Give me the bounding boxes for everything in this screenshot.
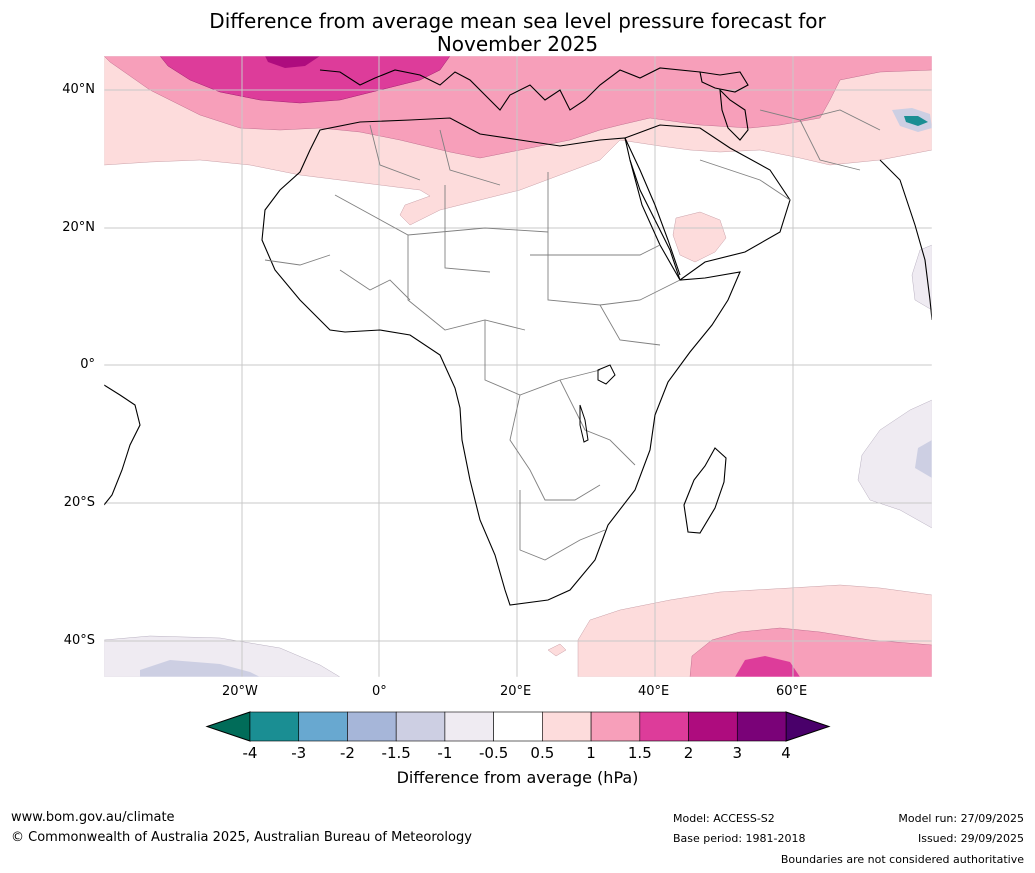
madagascar-coastline [683, 447, 727, 534]
colorbar-tick-label: -3 [291, 744, 307, 762]
anomaly-band-south-1.5-2 [735, 656, 800, 677]
colorbar-segment [590, 711, 641, 742]
map-frame [103, 55, 933, 678]
colorbar-tick-label: -0.5 [478, 744, 509, 762]
arabia-coastline [624, 124, 791, 281]
anomaly-band-north-1.5-2 [159, 56, 451, 104]
colorbar-label: Difference from average (hPa) [396, 768, 639, 787]
lat-label-0: 0° [80, 357, 95, 372]
anomaly-patch-south-atlantic-core [140, 660, 260, 677]
footer-model-run: Model run: 27/09/2025 [898, 812, 1024, 825]
lon-label-20E: 20°E [500, 684, 532, 699]
anomaly-patch-bay-of-bengal [911, 244, 932, 311]
colorbar-under-arrow [205, 711, 251, 742]
footer-copyright: © Commonwealth of Australia 2025, Austra… [11, 830, 472, 845]
europe-coastline [319, 67, 701, 111]
lake-tanganyika [579, 404, 589, 443]
lat-label-40S: 40°S [63, 633, 95, 648]
colorbar-segment [493, 711, 543, 742]
lat-label-20N: 20°N [62, 220, 95, 235]
india-coastline [879, 159, 932, 321]
colorbar-segment [639, 711, 689, 742]
country-borders [264, 109, 881, 561]
lon-label-20W: 20°W [222, 684, 258, 699]
colorbar-segment [542, 711, 592, 742]
title-line-2: November 2025 [436, 32, 599, 56]
colorbar-tick-label: 4 [781, 744, 791, 762]
footer-disclaimer: Boundaries are not considered authoritat… [780, 853, 1024, 866]
black-sea-coastline [699, 71, 749, 93]
colorbar-segment [298, 711, 348, 742]
anomaly-patch-indian-ocean-core [915, 440, 932, 478]
lon-label-60E: 60°E [776, 684, 808, 699]
footer-model: Model: ACCESS-S2 [673, 812, 775, 825]
colorbar-segment [736, 711, 787, 742]
colorbar-segment [347, 711, 397, 742]
colorbar-segment [395, 711, 446, 742]
gridlines [104, 56, 932, 677]
footer-base-period: Base period: 1981-2018 [673, 832, 806, 845]
footer-website: www.bom.gov.au/climate [11, 810, 175, 825]
colorbar-tick-label: 1 [586, 744, 596, 762]
south-america-coastline [104, 384, 141, 506]
anomaly-patch-pakistan-core [904, 116, 928, 126]
colorbar-tick-label: 3 [732, 744, 743, 762]
colorbar-segment [444, 711, 494, 742]
title-line-1: Difference from average mean sea level p… [209, 9, 826, 33]
colorbar-tick-label: -4 [242, 744, 258, 762]
map-title: Difference from average mean sea level p… [0, 10, 1035, 56]
anomaly-patch-arabia [672, 211, 727, 263]
anomaly-band-north-2-3 [265, 56, 320, 68]
anomaly-patch-south-west-small [547, 643, 567, 657]
lat-label-40N: 40°N [62, 82, 95, 97]
colorbar-tick-label: 0.5 [530, 744, 555, 762]
colorbar-tick-label: -1 [437, 744, 453, 762]
lake-victoria [597, 364, 616, 385]
caspian-sea-coastline [719, 88, 749, 141]
lat-label-20S: 20°S [63, 495, 95, 510]
colorbar-tick-label: -1.5 [381, 744, 411, 762]
lon-label-40E: 40°E [638, 684, 670, 699]
map-area [104, 56, 932, 677]
colorbar-segment [688, 711, 738, 742]
africa-coastline [261, 117, 741, 606]
colorbar [205, 711, 831, 742]
colorbar-tick-label: -2 [339, 744, 355, 762]
colorbar-tick-label: 1.5 [627, 744, 652, 762]
colorbar-tick-label: 2 [683, 744, 694, 762]
colorbar-over-arrow [785, 711, 831, 742]
anomaly-patch-indian-ocean [857, 399, 932, 529]
coastlines [104, 67, 932, 606]
footer-issued: Issued: 29/09/2025 [917, 832, 1024, 845]
red-sea-coastline [624, 137, 681, 276]
lon-label-0: 0° [372, 684, 387, 699]
colorbar-segment [249, 711, 300, 742]
